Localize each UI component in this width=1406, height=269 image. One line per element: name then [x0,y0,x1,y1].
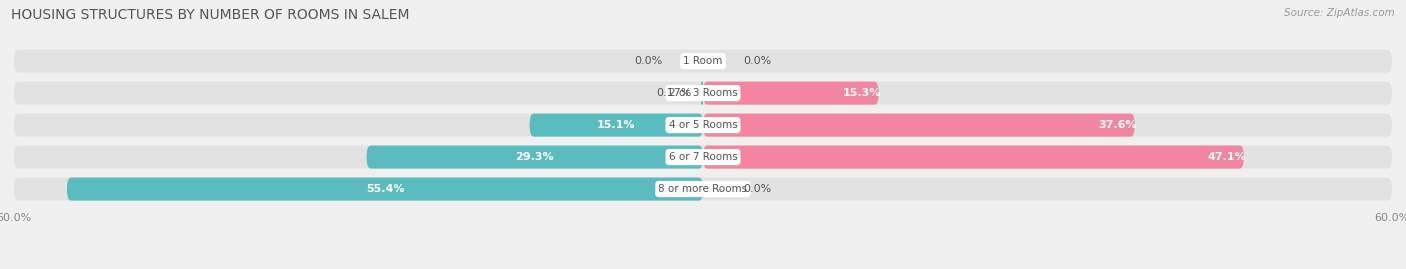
FancyBboxPatch shape [530,114,703,137]
Text: 0.0%: 0.0% [744,56,772,66]
FancyBboxPatch shape [14,82,1392,105]
Text: 0.0%: 0.0% [634,56,662,66]
Text: 47.1%: 47.1% [1208,152,1246,162]
Text: Source: ZipAtlas.com: Source: ZipAtlas.com [1284,8,1395,18]
Text: 2 or 3 Rooms: 2 or 3 Rooms [669,88,737,98]
Text: 4 or 5 Rooms: 4 or 5 Rooms [669,120,737,130]
FancyBboxPatch shape [703,114,1135,137]
Text: 55.4%: 55.4% [366,184,404,194]
Text: HOUSING STRUCTURES BY NUMBER OF ROOMS IN SALEM: HOUSING STRUCTURES BY NUMBER OF ROOMS IN… [11,8,409,22]
Text: 15.3%: 15.3% [842,88,880,98]
Text: 0.17%: 0.17% [657,88,692,98]
Text: 29.3%: 29.3% [516,152,554,162]
FancyBboxPatch shape [702,82,703,105]
FancyBboxPatch shape [14,146,1392,169]
Text: 1 Room: 1 Room [683,56,723,66]
Text: 0.0%: 0.0% [744,184,772,194]
FancyBboxPatch shape [14,114,1392,137]
Text: 6 or 7 Rooms: 6 or 7 Rooms [669,152,737,162]
Text: 37.6%: 37.6% [1098,120,1137,130]
FancyBboxPatch shape [67,178,703,201]
FancyBboxPatch shape [703,146,1244,169]
FancyBboxPatch shape [703,82,879,105]
FancyBboxPatch shape [367,146,703,169]
FancyBboxPatch shape [14,49,1392,73]
Text: 8 or more Rooms: 8 or more Rooms [658,184,748,194]
Text: 15.1%: 15.1% [598,120,636,130]
FancyBboxPatch shape [14,178,1392,201]
